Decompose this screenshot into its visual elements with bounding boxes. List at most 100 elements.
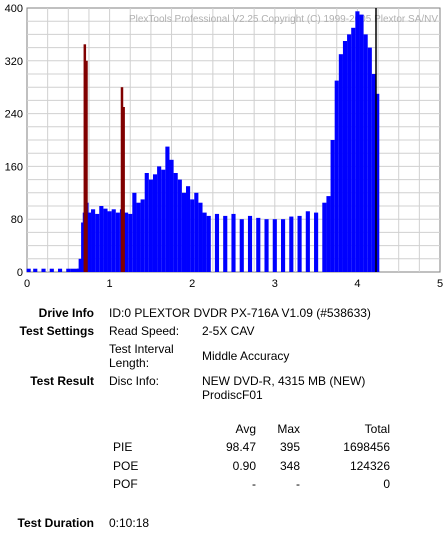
- disc-info-value-line1: NEW DVD-R, 4315 MB (NEW): [202, 374, 366, 388]
- pie-bar: [70, 268, 75, 272]
- test-duration-value: 0:10:18: [109, 516, 150, 530]
- x-tick-label: 2: [189, 278, 195, 290]
- drive-info-label: Drive Info: [38, 306, 94, 320]
- pie-bar: [206, 215, 211, 272]
- pie-bar: [41, 268, 46, 272]
- pie-bar: [186, 186, 191, 272]
- poe-bar: [120, 87, 124, 272]
- disc-info-label: Disc Info:: [109, 374, 160, 388]
- pie-bar: [78, 258, 83, 272]
- disc-info-value-line2: ProdiscF01: [202, 388, 263, 402]
- stats-row-max: 395: [279, 440, 300, 454]
- y-tick-label: 0: [17, 267, 23, 279]
- stats-row-total: 124326: [349, 459, 390, 473]
- pie-bar: [161, 169, 166, 272]
- pie-bar: [190, 199, 195, 272]
- pie-bar: [231, 213, 236, 272]
- y-tick-label: 400: [5, 3, 23, 15]
- test-interval-label-line2: Length:: [109, 356, 150, 370]
- pie-bar: [347, 34, 352, 273]
- pie-bar: [198, 202, 203, 272]
- stats-header-max: Max: [277, 422, 300, 436]
- pie-bar: [74, 268, 79, 272]
- pie-bar: [177, 179, 182, 272]
- pie-bar: [297, 215, 302, 272]
- bars-layer: [26, 11, 380, 273]
- poe-bar: [83, 44, 87, 272]
- stats-row-total: 0: [383, 477, 390, 491]
- pie-bar: [351, 27, 356, 272]
- pie-bar: [128, 213, 133, 272]
- x-tick-label: 3: [272, 278, 278, 290]
- pie-bar: [194, 192, 199, 272]
- pie-bar: [49, 268, 54, 272]
- pie-bar: [144, 173, 149, 272]
- stats-row-avg: 98.47: [225, 440, 256, 454]
- pie-bar: [289, 216, 294, 272]
- x-axis-labels: 0 1 2 3 4 5: [24, 278, 443, 290]
- pie-bar: [165, 146, 170, 272]
- pie-bar: [107, 211, 112, 272]
- pie-bar: [367, 47, 372, 272]
- pie-bar: [181, 192, 187, 272]
- stats-row-avg: 0.90: [232, 459, 256, 473]
- test-duration-label: Test Duration: [17, 516, 94, 530]
- poe-bar: [85, 60, 88, 272]
- pie-bar: [169, 159, 174, 272]
- pie-bar: [330, 140, 335, 272]
- pie-bar: [33, 268, 38, 272]
- pie-bar: [124, 212, 129, 272]
- pie-bar: [363, 34, 368, 273]
- pie-bar: [152, 174, 158, 272]
- pie-bar: [371, 74, 376, 272]
- y-tick-label: 240: [5, 109, 23, 121]
- pie-bar: [95, 213, 100, 272]
- y-tick-label: 80: [11, 214, 23, 226]
- y-tick-label: 160: [5, 161, 23, 173]
- stats-row-avg: -: [252, 477, 256, 491]
- test-interval-label-line1: Test Interval: [109, 342, 174, 356]
- pie-bar: [214, 213, 220, 272]
- pie-bar: [338, 54, 343, 273]
- pie-bar: [111, 209, 116, 272]
- pie-bar: [247, 215, 253, 272]
- stats-row-name: PIE: [113, 440, 133, 454]
- pie-bar: [326, 196, 331, 272]
- stats-row-name: POF: [113, 477, 138, 491]
- stats-row-max: 348: [279, 459, 300, 473]
- read-speed-label: Read Speed:: [109, 324, 180, 338]
- stats-header-avg: Avg: [235, 422, 256, 436]
- stats-row-max: -: [296, 477, 300, 491]
- pie-bar: [272, 219, 277, 272]
- pie-bar: [115, 212, 120, 272]
- x-tick-label: 0: [24, 278, 30, 290]
- pie-bar: [322, 202, 327, 272]
- chart-watermark: PlexTools Professional V2.25 Copyright (…: [129, 14, 438, 25]
- y-axis-labels: 0 80 160 240 320 400: [5, 3, 23, 279]
- read-speed-value: 2-5X CAV: [202, 324, 255, 338]
- stats-header-total: Total: [364, 422, 390, 436]
- x-tick-label: 5: [437, 278, 443, 290]
- x-tick-label: 1: [107, 278, 113, 290]
- pie-bar: [314, 212, 319, 272]
- pie-bar: [256, 217, 261, 272]
- pie-bar: [223, 215, 228, 272]
- stats-row-name: POE: [113, 459, 139, 473]
- x-tick-label: 4: [354, 278, 360, 290]
- pie-bar: [264, 219, 269, 272]
- stats-row-total: 1698456: [343, 440, 390, 454]
- poe-bar: [122, 107, 125, 272]
- pie-bar: [148, 179, 153, 272]
- pie-bar: [157, 166, 162, 272]
- pie-bar: [173, 173, 178, 272]
- pie-bar: [99, 206, 104, 272]
- pie-bar: [66, 268, 71, 272]
- pie-bar: [57, 268, 63, 272]
- pie-bar: [239, 219, 244, 272]
- pie-bar: [305, 211, 310, 272]
- pie-bar: [26, 268, 31, 272]
- pie-bar: [280, 219, 286, 272]
- test-interval-value: Middle Accuracy: [202, 349, 290, 363]
- pie-bar: [103, 208, 108, 272]
- pie-bar: [334, 80, 339, 272]
